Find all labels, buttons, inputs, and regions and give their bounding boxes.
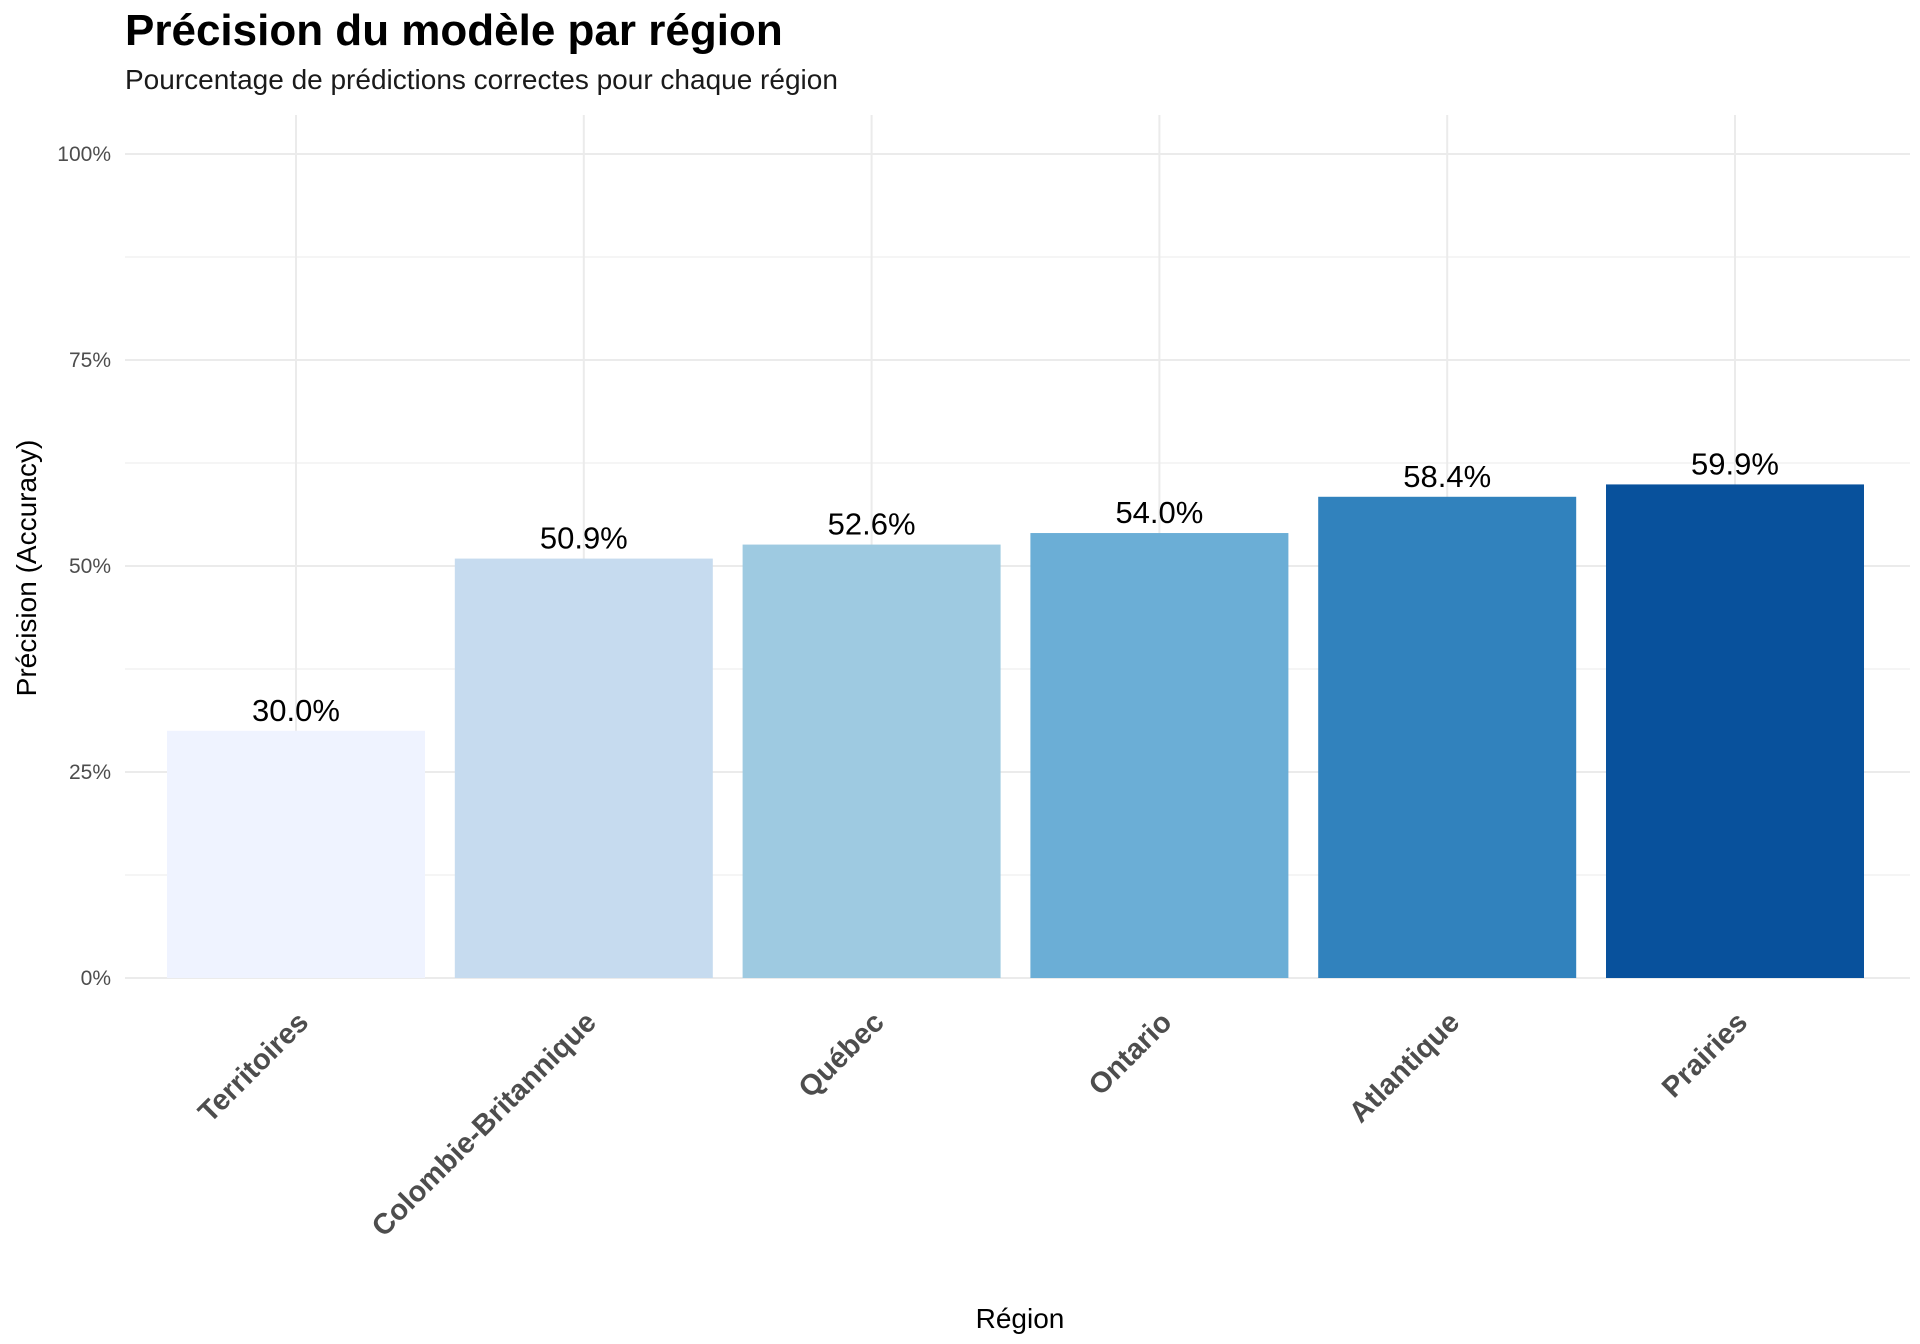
bar-territoires	[167, 730, 425, 978]
chart-title: Précision du modèle par région	[125, 6, 783, 55]
x-axis-ticks: Territoires Colombie-Britannique Québec Ont…	[192, 1006, 1754, 1243]
y-axis-title: Précision (Accuracy)	[11, 440, 42, 697]
y-axis-ticks: 0% 25% 50% 75% 100%	[57, 143, 111, 990]
bar-value-label: 58.4%	[1403, 459, 1491, 494]
x-tick-label: Territoires	[192, 1006, 315, 1129]
bar-qu-bec	[742, 544, 1001, 978]
bar-value-label: 54.0%	[1115, 495, 1203, 530]
x-tick-label: Colombie-Britannique	[366, 1006, 603, 1243]
bar-value-label: 50.9%	[540, 521, 628, 556]
bar-value-label: 30.0%	[252, 693, 340, 728]
x-tick-label: Québec	[793, 1006, 891, 1104]
y-tick-label: 0%	[81, 967, 111, 990]
y-tick-label: 25%	[69, 761, 111, 784]
value-labels: 30.0% 50.9% 52.6% 54.0% 58.4% 59.9%	[252, 446, 1779, 727]
y-tick-label: 50%	[69, 555, 111, 578]
chart-subtitle: Pourcentage de prédictions correctes pou…	[125, 64, 838, 95]
bar-prairies	[1606, 484, 1864, 978]
bar-atlantique	[1318, 496, 1577, 978]
x-tick-label: Ontario	[1083, 1006, 1179, 1102]
y-tick-label: 75%	[69, 349, 111, 372]
bars	[167, 484, 1864, 978]
x-tick-label: Atlantique	[1343, 1006, 1466, 1129]
bar-value-label: 59.9%	[1691, 446, 1779, 481]
bar-value-label: 52.6%	[828, 507, 916, 542]
x-tick-label: Prairies	[1656, 1006, 1754, 1104]
bar-colombie-britannique	[454, 558, 713, 978]
x-axis-title: Région	[976, 1303, 1065, 1334]
y-tick-label: 100%	[57, 143, 111, 166]
bar-ontario	[1030, 533, 1289, 978]
